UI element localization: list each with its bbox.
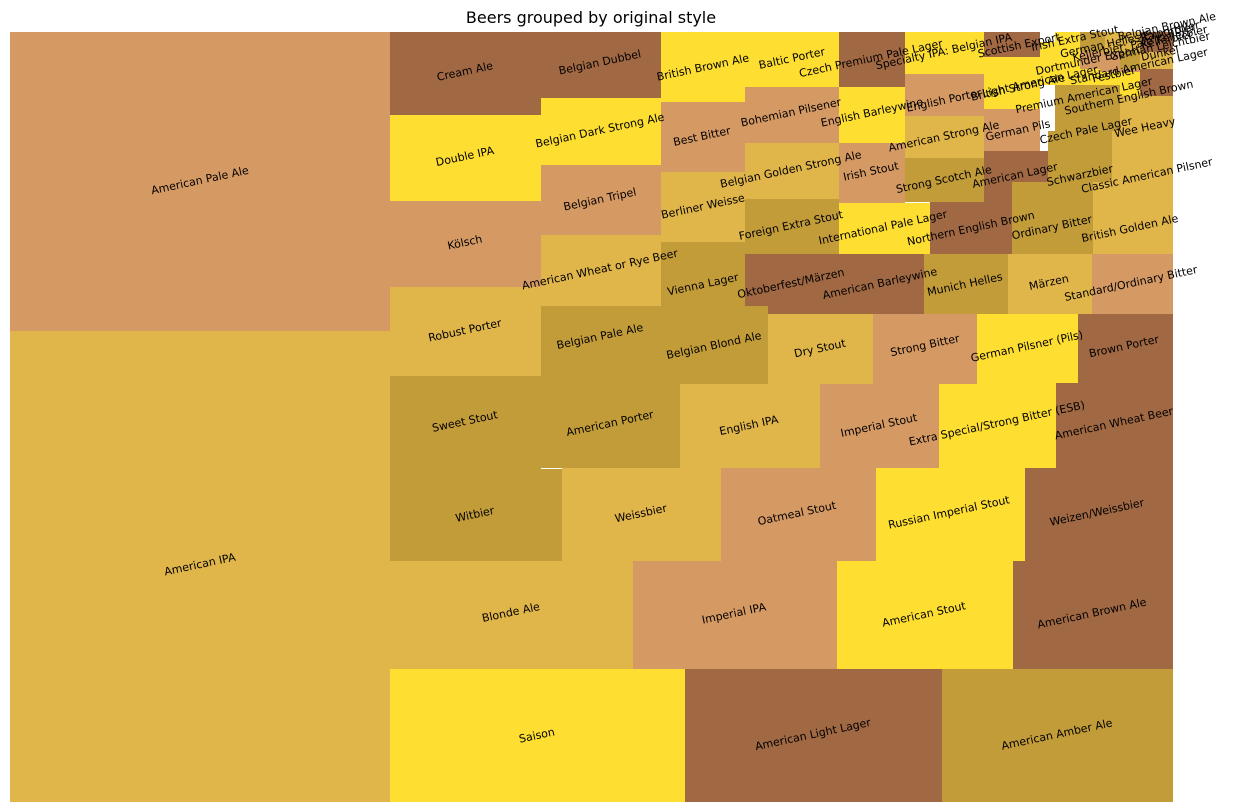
tile-standard-ordinary-bitter bbox=[1092, 254, 1173, 314]
tile-foreign-extra-stout bbox=[745, 199, 839, 254]
tile-american-wheat-or-rye-beer bbox=[541, 235, 661, 306]
tile-imperial-stout bbox=[820, 384, 939, 468]
tile-weissbier bbox=[562, 468, 721, 561]
tile-kellerbier-pale-kellerbier bbox=[1105, 32, 1140, 52]
tile-kellerbier bbox=[1140, 52, 1173, 72]
tile-german-leichtbier bbox=[1140, 69, 1173, 96]
tile-czech-pale-lager bbox=[1055, 85, 1120, 131]
tile-classic-american-pilsner bbox=[1112, 131, 1173, 182]
tile-american-light-lager bbox=[685, 669, 942, 802]
tile-czech-premium-pale-lager bbox=[839, 32, 905, 87]
tile-bohemian-pilsener bbox=[745, 87, 839, 143]
tile-festbier bbox=[1055, 52, 1080, 72]
tile-american-porter bbox=[541, 392, 680, 468]
tile-dunkel bbox=[1100, 69, 1140, 72]
tile-irish-extra-stout bbox=[1055, 32, 1080, 52]
tile-english-barleywine bbox=[839, 87, 905, 143]
tile-german-pils bbox=[984, 109, 1040, 151]
tile-munich-helles bbox=[924, 254, 1008, 314]
tile-brown-porter bbox=[1078, 314, 1173, 383]
tile-double-ipa bbox=[390, 115, 541, 201]
tile-weizen-weissbier bbox=[1025, 468, 1173, 561]
tile-american-wheat-beer bbox=[1056, 383, 1173, 468]
tile-american-ipa bbox=[10, 331, 390, 802]
tile-belgian-dark-strong-ale bbox=[541, 98, 661, 165]
tile-german-pilsner-pils bbox=[977, 314, 1078, 384]
tile-belgian-golden-strong-ale bbox=[745, 143, 839, 199]
tile-wee-heavy bbox=[1120, 96, 1173, 131]
tile-scottish-export bbox=[984, 32, 1040, 57]
tile-specialty-ipa-belgian-ipa bbox=[905, 32, 984, 74]
tile-blonde-ale bbox=[390, 561, 633, 669]
tile-belgian-pale-ale bbox=[541, 306, 661, 392]
tile-german-helles-exportbier bbox=[1080, 32, 1105, 52]
tile-baltic-porter bbox=[745, 32, 839, 87]
tile-american-pale-ale bbox=[10, 32, 390, 331]
tile-belgian-dubbel bbox=[541, 32, 661, 98]
tile-saison bbox=[390, 669, 685, 802]
tile-oktoberfest-m-rzen bbox=[745, 254, 843, 314]
tile-american-amber-ale bbox=[942, 669, 1173, 802]
tile-k-lsch bbox=[390, 201, 541, 287]
tile-international-pale-lager bbox=[839, 203, 930, 254]
tile-premium-american-lager bbox=[1040, 69, 1100, 85]
tile-extra-special-strong-bitter-esb bbox=[939, 384, 1056, 468]
chart-title: Beers grouped by original style bbox=[465, 8, 717, 27]
tile-english-porter bbox=[905, 74, 984, 116]
tile-english-ipa bbox=[680, 384, 820, 468]
tile-british-golden-ale bbox=[1093, 182, 1173, 254]
tile-oatmeal-stout bbox=[721, 468, 876, 561]
tile-ordinary-bitter bbox=[1012, 182, 1093, 254]
tile-irish-stout bbox=[839, 143, 905, 203]
tile-sweet-stout bbox=[390, 376, 541, 469]
tile-light-american-lager bbox=[984, 57, 1040, 84]
tile-northern-english-brown bbox=[930, 202, 1012, 254]
tile-american-brown-ale bbox=[1013, 561, 1173, 669]
tile-rauchbier bbox=[1120, 52, 1140, 72]
tile-american-barleywine bbox=[843, 254, 924, 314]
tile-belgian-blond-ale bbox=[661, 306, 768, 392]
tile-strong-scotch-ale bbox=[905, 158, 984, 202]
tile-strong-bitter bbox=[873, 314, 977, 384]
tile-belgian-tripel bbox=[541, 165, 661, 235]
tile-vienna-lager bbox=[661, 242, 745, 306]
tile-robust-porter bbox=[390, 287, 541, 376]
tile-british-brown-ale bbox=[661, 32, 745, 102]
tile-witbier bbox=[390, 469, 562, 561]
tile-cream-ale bbox=[390, 32, 541, 115]
tile-british-strong-ale bbox=[984, 84, 1040, 109]
tile-m-rzen bbox=[1008, 254, 1092, 314]
tile-imperial-ipa bbox=[633, 561, 837, 669]
tile-american-stout bbox=[837, 561, 1013, 669]
tile-dortmunder-export bbox=[1040, 42, 1055, 69]
tile-schwarzbier bbox=[1048, 131, 1112, 182]
tile-belgian-brown-ale bbox=[1140, 32, 1173, 52]
tile-best-bitter bbox=[661, 102, 745, 172]
tile-russian-imperial-stout bbox=[876, 468, 1025, 561]
tile-berliner-weisse bbox=[661, 172, 745, 242]
tile-american-strong-ale bbox=[905, 116, 984, 158]
tile-dry-stout bbox=[768, 314, 873, 384]
